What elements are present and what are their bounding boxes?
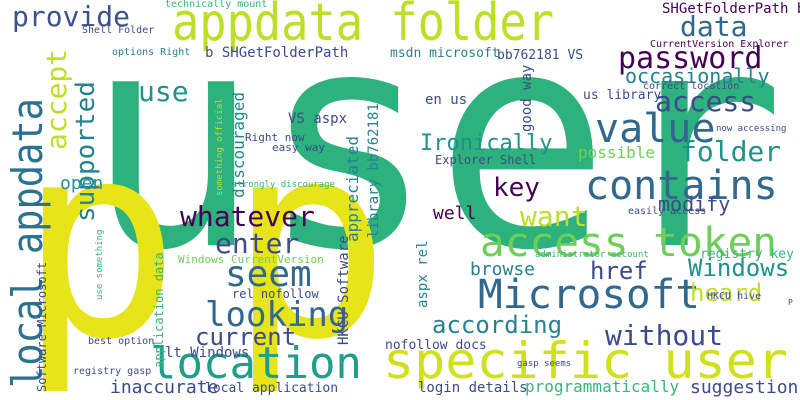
word: suggestions xyxy=(690,377,800,398)
word: access token xyxy=(480,220,777,266)
word: open xyxy=(60,173,103,194)
word: something official xyxy=(215,98,225,196)
word: local application xyxy=(205,381,338,396)
word: contains xyxy=(585,163,778,209)
word: supported xyxy=(71,81,101,222)
word: Ironically xyxy=(420,131,552,156)
word: Explorer Shell xyxy=(435,153,536,167)
word: well xyxy=(433,203,476,224)
word: without xyxy=(605,319,723,352)
word: enter xyxy=(215,227,299,260)
word: HKCU hive xyxy=(707,291,761,302)
word: registry gasp xyxy=(73,366,151,377)
word: lt Windows xyxy=(165,345,249,361)
word: now accessing xyxy=(716,124,786,134)
word: browse xyxy=(470,259,535,280)
word: use xyxy=(138,75,189,108)
word: key xyxy=(493,173,540,203)
word: data xyxy=(680,10,747,43)
word: according xyxy=(432,311,562,339)
word: best option xyxy=(88,336,154,347)
word: occasionally xyxy=(625,64,770,88)
word: en us xyxy=(425,92,467,108)
word: easily access xyxy=(628,206,706,217)
word: options Right xyxy=(112,47,190,58)
word: gasp seems xyxy=(517,359,571,369)
word: discouraged xyxy=(229,92,248,198)
word: us library xyxy=(583,88,661,103)
word: value xyxy=(595,106,715,152)
word: SHGetFolderPath b xyxy=(662,1,800,17)
word: easy way xyxy=(272,141,325,154)
word: rel nofollow xyxy=(232,287,319,301)
word: Windows xyxy=(688,254,789,282)
word: b SHGetFolderPath xyxy=(205,45,348,61)
word: href xyxy=(590,257,648,285)
word: modify xyxy=(658,192,730,216)
word: strongly discourage xyxy=(232,180,335,190)
word: looking xyxy=(205,295,348,335)
word: Software Microsoft xyxy=(35,262,49,392)
word: Microsoft xyxy=(478,272,700,318)
word: p xyxy=(228,84,391,399)
word: Shell Folder xyxy=(82,25,154,36)
word: programmatically xyxy=(525,377,679,396)
word: user xyxy=(85,0,785,316)
word: bb762181 VS xyxy=(497,48,583,63)
word: technically mount xyxy=(165,0,267,10)
word: appdata folder xyxy=(172,0,554,53)
word: seem xyxy=(225,254,312,295)
word: specific user xyxy=(383,332,788,390)
word: CurrentVersion Explorer xyxy=(650,39,788,50)
word: inaccurate xyxy=(110,377,218,398)
word: msdn microsoft xyxy=(390,46,500,61)
word: local appdata xyxy=(3,98,52,388)
word: access xyxy=(655,85,756,118)
word: provide xyxy=(12,0,130,33)
word: heard xyxy=(690,279,762,307)
word: folder xyxy=(680,135,781,168)
word: whatever xyxy=(180,200,315,233)
word: correct location xyxy=(643,81,739,92)
word: appreciated xyxy=(343,136,362,242)
word: HKCU Software xyxy=(336,235,352,345)
word: Windows CurrentVersion xyxy=(178,253,324,266)
word: nofollow docs xyxy=(385,338,487,353)
word: want xyxy=(520,200,587,233)
word: library bb762181 xyxy=(366,103,382,238)
word: use something xyxy=(95,230,105,300)
word: Right now xyxy=(245,131,305,144)
word: P xyxy=(788,298,793,307)
word: accept xyxy=(40,49,73,150)
word: application data xyxy=(152,252,166,368)
word: possible xyxy=(578,143,655,162)
word: location xyxy=(150,338,362,389)
word: p xyxy=(18,84,181,399)
word: registry key xyxy=(700,247,794,262)
word: administrator account xyxy=(535,250,649,260)
word: login details xyxy=(418,380,528,396)
word: aspx rel xyxy=(415,241,431,308)
word: current xyxy=(195,323,296,351)
word: good way xyxy=(519,65,535,132)
word: password xyxy=(618,41,763,76)
word: VS aspx xyxy=(288,111,347,127)
